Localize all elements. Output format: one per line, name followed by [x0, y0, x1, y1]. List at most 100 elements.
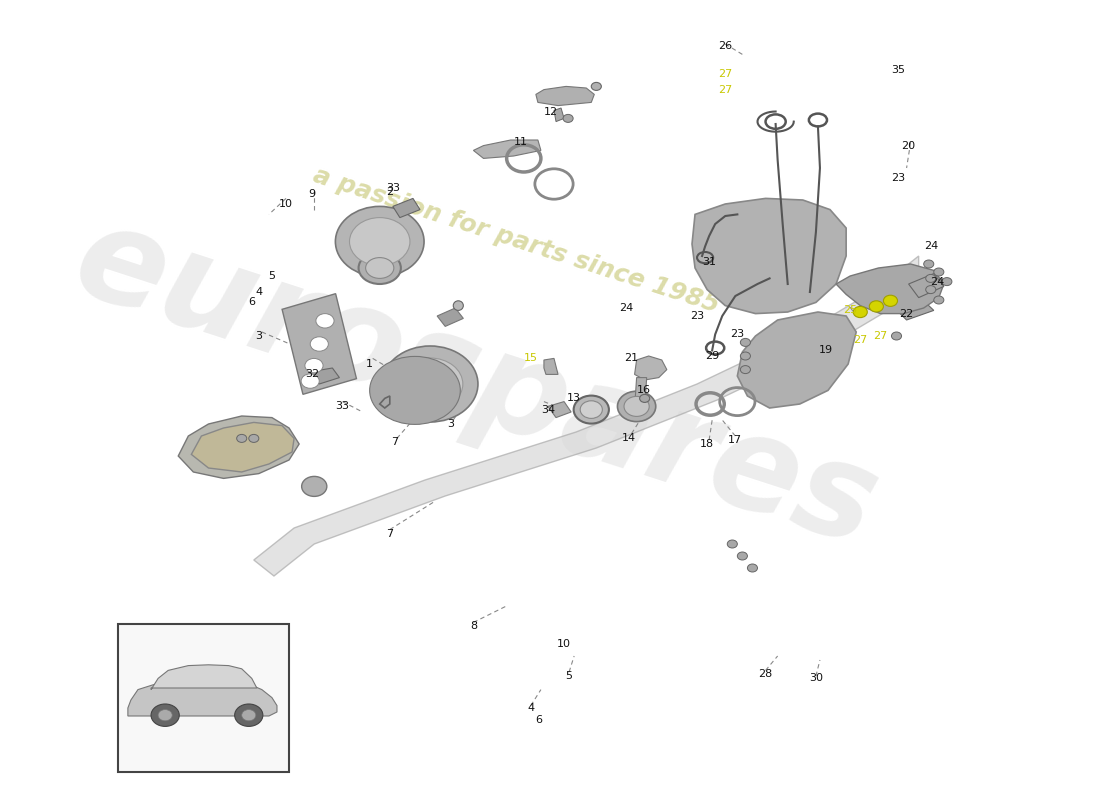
- Ellipse shape: [350, 218, 410, 266]
- Ellipse shape: [305, 358, 323, 373]
- Text: 27: 27: [873, 331, 888, 341]
- Ellipse shape: [924, 260, 934, 268]
- Polygon shape: [393, 198, 420, 218]
- Text: 15: 15: [524, 354, 538, 363]
- Polygon shape: [554, 108, 564, 122]
- Text: 35: 35: [891, 66, 905, 75]
- Text: 33: 33: [336, 402, 350, 411]
- Text: 6: 6: [536, 715, 542, 725]
- Ellipse shape: [336, 206, 424, 277]
- Text: 31: 31: [702, 258, 716, 267]
- Text: 24: 24: [924, 242, 938, 251]
- Text: 26: 26: [718, 42, 733, 51]
- Text: 17: 17: [728, 435, 743, 445]
- Ellipse shape: [580, 401, 603, 418]
- Text: 11: 11: [514, 138, 528, 147]
- Ellipse shape: [365, 258, 394, 278]
- Text: 22: 22: [900, 309, 914, 318]
- Text: 29: 29: [705, 351, 719, 361]
- Text: 10: 10: [557, 639, 571, 649]
- Text: 23: 23: [730, 330, 745, 339]
- Text: 33: 33: [386, 183, 399, 193]
- Text: a passion for parts since 1985: a passion for parts since 1985: [309, 163, 722, 317]
- Ellipse shape: [934, 296, 944, 304]
- Text: 5: 5: [268, 271, 275, 281]
- Text: 27: 27: [854, 335, 868, 345]
- Ellipse shape: [249, 434, 258, 442]
- Text: 20: 20: [902, 141, 915, 150]
- Polygon shape: [635, 356, 667, 380]
- Ellipse shape: [453, 301, 463, 310]
- Ellipse shape: [359, 252, 400, 284]
- Polygon shape: [191, 422, 294, 472]
- Polygon shape: [178, 416, 299, 478]
- Text: 10: 10: [279, 199, 293, 209]
- Text: 27: 27: [718, 69, 733, 78]
- Ellipse shape: [883, 295, 898, 306]
- Polygon shape: [473, 140, 541, 158]
- Ellipse shape: [934, 268, 944, 276]
- Text: 23: 23: [690, 311, 704, 321]
- Polygon shape: [437, 308, 463, 326]
- Text: 7: 7: [386, 530, 394, 539]
- Text: 24: 24: [619, 303, 634, 313]
- Ellipse shape: [639, 394, 650, 402]
- Text: 13: 13: [568, 394, 581, 403]
- Text: 24: 24: [930, 277, 944, 286]
- Polygon shape: [309, 368, 340, 384]
- Text: 7: 7: [392, 438, 398, 447]
- Polygon shape: [836, 264, 944, 314]
- Ellipse shape: [563, 114, 573, 122]
- Ellipse shape: [310, 337, 328, 351]
- Polygon shape: [692, 198, 846, 314]
- Text: eurospares: eurospares: [59, 194, 892, 574]
- Ellipse shape: [891, 332, 902, 340]
- Text: 2: 2: [386, 187, 394, 197]
- Polygon shape: [254, 256, 918, 576]
- Ellipse shape: [592, 82, 602, 90]
- Ellipse shape: [737, 552, 747, 560]
- Ellipse shape: [573, 396, 609, 424]
- Ellipse shape: [301, 476, 327, 496]
- Polygon shape: [909, 274, 944, 298]
- Ellipse shape: [740, 352, 750, 360]
- Ellipse shape: [151, 704, 179, 726]
- Text: 25: 25: [843, 306, 857, 315]
- Ellipse shape: [242, 710, 256, 721]
- Ellipse shape: [740, 338, 750, 346]
- Text: 4: 4: [527, 703, 535, 713]
- Text: 9: 9: [309, 189, 316, 198]
- Polygon shape: [543, 358, 558, 374]
- Ellipse shape: [370, 357, 460, 424]
- Text: 34: 34: [541, 405, 556, 414]
- Text: 30: 30: [808, 674, 823, 683]
- Ellipse shape: [747, 564, 758, 572]
- Polygon shape: [548, 402, 571, 418]
- Text: 12: 12: [543, 107, 558, 117]
- Polygon shape: [635, 378, 647, 408]
- Ellipse shape: [397, 358, 463, 410]
- Polygon shape: [737, 312, 856, 408]
- Ellipse shape: [236, 434, 246, 442]
- Text: 28: 28: [758, 669, 772, 678]
- Ellipse shape: [234, 704, 263, 726]
- Text: 21: 21: [625, 354, 639, 363]
- Ellipse shape: [926, 286, 936, 294]
- Text: 8: 8: [470, 621, 477, 630]
- Text: 32: 32: [305, 370, 319, 379]
- Ellipse shape: [942, 278, 952, 286]
- Text: 3: 3: [255, 331, 262, 341]
- Text: 4: 4: [255, 287, 263, 297]
- Ellipse shape: [740, 366, 750, 374]
- Ellipse shape: [381, 365, 449, 416]
- Text: 27: 27: [718, 85, 733, 94]
- FancyBboxPatch shape: [118, 624, 289, 772]
- Ellipse shape: [301, 374, 319, 388]
- Text: 23: 23: [891, 173, 905, 182]
- Ellipse shape: [869, 301, 883, 312]
- Text: 3: 3: [447, 419, 453, 429]
- Ellipse shape: [617, 391, 656, 422]
- Ellipse shape: [926, 274, 936, 282]
- Ellipse shape: [854, 306, 867, 318]
- Text: 1: 1: [366, 359, 373, 369]
